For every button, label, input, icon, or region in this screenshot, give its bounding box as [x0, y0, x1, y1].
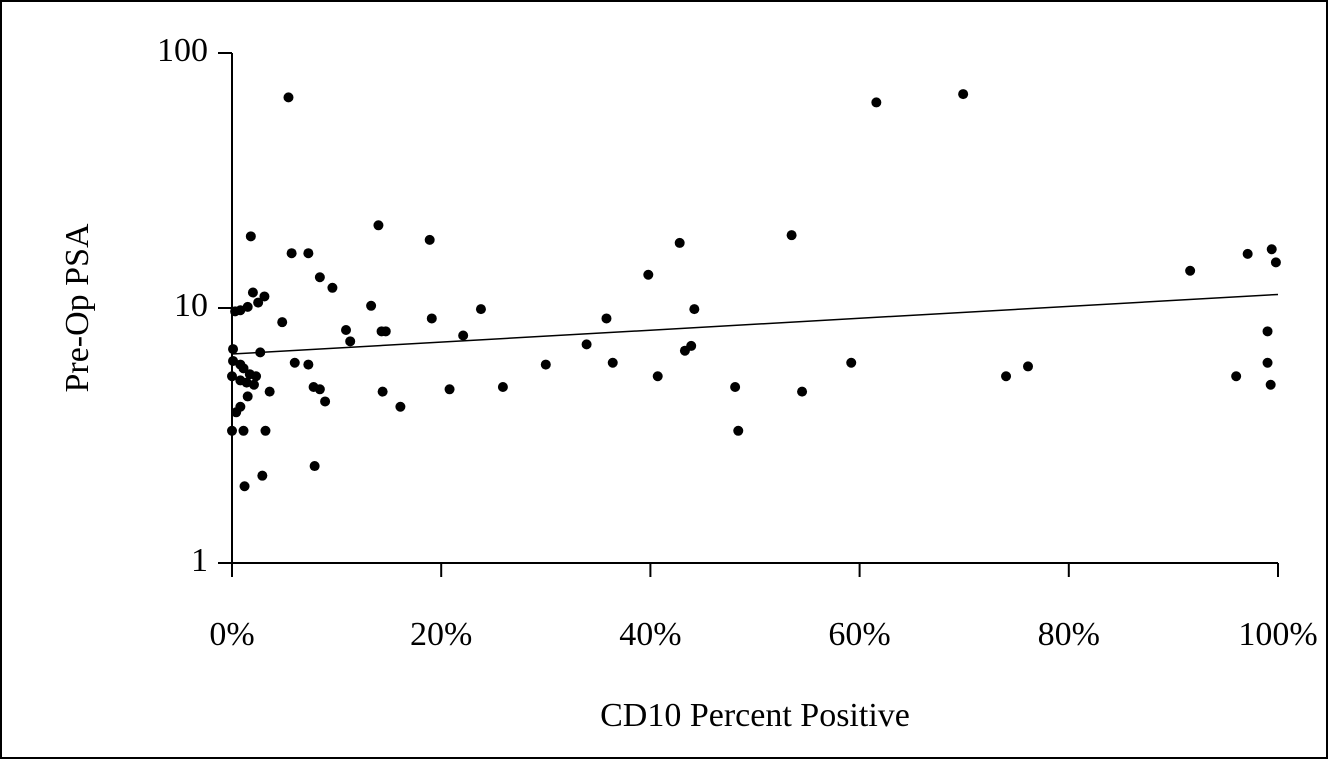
data-point: [373, 220, 384, 231]
data-point: [314, 272, 325, 283]
data-point: [497, 382, 508, 392]
data-point: [1185, 265, 1196, 276]
data-point: [345, 336, 356, 347]
data-point: [1265, 379, 1276, 390]
data-point: [674, 237, 685, 248]
data-point: [257, 470, 268, 481]
data-point: [1231, 371, 1242, 382]
data-point: [230, 306, 241, 317]
data-point: [607, 357, 618, 368]
data-point: [424, 234, 435, 245]
y-tick-label: 10: [174, 287, 208, 324]
data-point: [264, 386, 275, 397]
data-point: [247, 287, 258, 298]
data-point: [253, 297, 264, 308]
data-point: [1270, 257, 1281, 268]
data-point: [245, 231, 256, 242]
data-point: [259, 291, 270, 302]
data-point: [309, 461, 320, 472]
data-point: [227, 425, 237, 436]
y-axis-title: Pre-Op PSA: [59, 223, 96, 393]
data-point: [786, 230, 797, 241]
data-point: [395, 401, 406, 412]
data-point: [283, 92, 294, 103]
data-point: [255, 347, 266, 358]
data-point: [1262, 326, 1273, 337]
data-point: [730, 382, 741, 392]
data-point: [846, 357, 857, 368]
data-point: [248, 379, 259, 390]
data-point: [320, 396, 331, 407]
y-tick-label: 1: [191, 542, 208, 579]
data-point: [1262, 357, 1273, 368]
data-point: [581, 339, 592, 350]
trend-line: [231, 293, 1279, 355]
x-tick-label: 60%: [828, 616, 890, 653]
data-point: [366, 300, 377, 311]
data-point: [1001, 371, 1012, 382]
data-point: [251, 371, 262, 382]
data-point: [689, 304, 700, 315]
data-point: [601, 313, 612, 324]
data-point: [444, 384, 455, 395]
data-point: [871, 97, 882, 108]
data-point: [797, 386, 808, 397]
data-point: [733, 425, 744, 436]
data-point: [327, 282, 338, 293]
data-point: [277, 317, 288, 328]
data-point: [239, 481, 250, 492]
x-tick-label: 100%: [1238, 616, 1317, 653]
data-point: [652, 371, 663, 382]
data-point: [458, 330, 469, 341]
x-tick-label: 80%: [1038, 616, 1100, 653]
data-point: [1023, 361, 1034, 372]
y-tick-label: 100: [157, 32, 208, 69]
x-tick-label: 40%: [619, 616, 681, 653]
data-point: [1266, 244, 1277, 255]
data-point: [303, 248, 314, 259]
data-point: [303, 359, 314, 370]
data-point: [228, 344, 239, 355]
data-point: [260, 425, 271, 436]
data-point: [341, 324, 352, 335]
data-point: [238, 425, 249, 436]
data-point: [426, 313, 437, 324]
x-tick-label: 0%: [209, 616, 254, 653]
data-point: [686, 340, 697, 351]
data-point: [377, 386, 388, 397]
data-point: [540, 359, 551, 370]
data-point: [231, 407, 242, 418]
data-point: [227, 371, 237, 382]
data-point: [286, 248, 297, 259]
data-point: [238, 363, 249, 374]
data-point: [242, 391, 253, 402]
data-point: [475, 304, 486, 315]
data-point: [314, 384, 325, 395]
data-point: [1242, 248, 1253, 259]
x-tick-label: 20%: [410, 616, 472, 653]
x-axis-title: CD10 Percent Positive: [600, 697, 910, 734]
data-point: [643, 269, 654, 280]
data-point: [958, 89, 969, 100]
data-point: [380, 326, 391, 337]
data-point: [289, 357, 300, 368]
